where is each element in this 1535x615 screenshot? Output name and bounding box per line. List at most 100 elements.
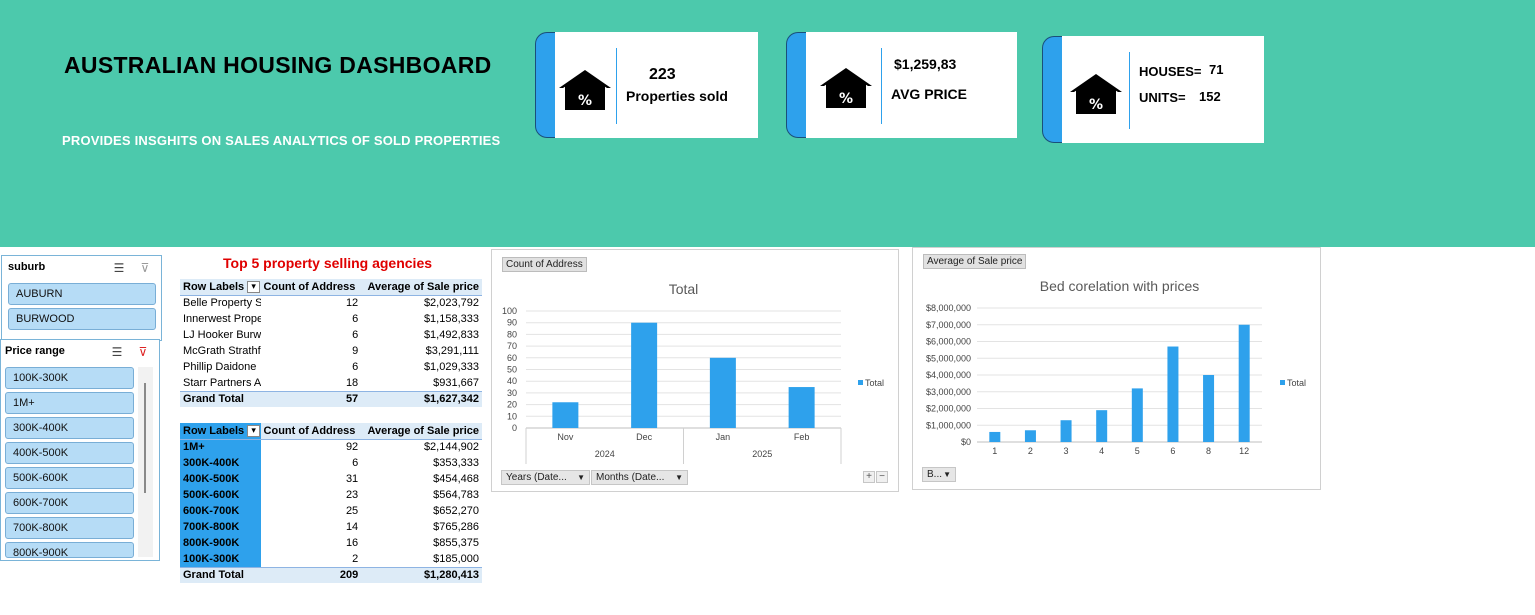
- slicer-item[interactable]: 100K-300K: [5, 367, 134, 389]
- collapse-field-button[interactable]: −: [876, 471, 888, 483]
- dashboard-title: AUSTRALIAN HOUSING DASHBOARD: [64, 52, 492, 78]
- table-row: LJ Hooker Burwc 6 $1,492,833: [183, 329, 479, 341]
- slicer-item[interactable]: 300K-400K: [5, 417, 134, 439]
- chevron-down-icon: ▼: [577, 473, 585, 482]
- chart-field-button[interactable]: Count of Address: [502, 257, 587, 272]
- years-date-dropdown[interactable]: Years (Date... ▼: [501, 470, 590, 485]
- table-row: Phillip Daidone 6 $1,029,333: [183, 361, 479, 373]
- y-tick-label: 100: [502, 306, 517, 316]
- column-header: Row Labels: [183, 424, 245, 437]
- y-tick-label: 60: [507, 353, 517, 363]
- slicer-item-burwood[interactable]: BURWOOD: [8, 308, 156, 330]
- kpi-units-value: 152: [1199, 89, 1221, 104]
- table-row: 1M+ 92 $2,144,902: [180, 439, 482, 455]
- x-group-label: 2024: [595, 449, 615, 459]
- bar: [1238, 324, 1250, 442]
- y-tick-label: $6,000,000: [926, 337, 971, 347]
- bar: [989, 431, 1001, 442]
- kpi-sold-value: 223: [649, 66, 676, 83]
- x-tick-label: Nov: [557, 432, 574, 442]
- kpi-divider: [881, 48, 882, 124]
- slicer-item[interactable]: 400K-500K: [5, 442, 134, 464]
- multi-select-icon[interactable]: ☰: [111, 345, 123, 359]
- clear-filter-icon[interactable]: ⊽: [138, 345, 148, 359]
- y-tick-label: $1,000,000: [926, 420, 971, 430]
- y-tick-label: $2,000,000: [926, 404, 971, 414]
- slicer-item-auburn[interactable]: AUBURN: [8, 283, 156, 305]
- svg-text:%: %: [1089, 97, 1103, 113]
- suburb-slicer: suburb ☰ ⊽ AUBURN BURWOOD: [1, 255, 162, 341]
- table-row: 400K-500K 31 $454,468: [180, 471, 482, 487]
- price-range-slicer: Price range ☰ ⊽ 100K-300K 1M+ 300K-400K …: [0, 339, 160, 561]
- y-tick-label: $8,000,000: [926, 303, 971, 313]
- multi-select-icon[interactable]: ☰: [113, 261, 125, 275]
- grand-total-row: Grand Total 209 $1,280,413: [180, 566, 482, 583]
- price-range-pivot-table: Row Labels ▾ Count of Address Average of …: [180, 423, 482, 583]
- clear-filter-icon[interactable]: ⊽: [140, 261, 150, 275]
- house-percent-icon: %: [1070, 74, 1122, 114]
- column-header: Count of Address: [260, 423, 362, 440]
- slicer-item[interactable]: 600K-700K: [5, 492, 134, 514]
- bar: [1167, 346, 1179, 442]
- table-row: 600K-700K 25 $652,270: [180, 503, 482, 519]
- address-count-chart-panel: Count of Address Total 0 10 20 30 40 50 60 70 80 9…: [491, 249, 899, 492]
- y-tick-label: 80: [507, 329, 517, 339]
- kpi-avg-label: AVG PRICE: [891, 86, 967, 102]
- y-tick-label: 50: [507, 365, 517, 375]
- chevron-down-icon: ▼: [675, 473, 683, 482]
- filter-dropdown-icon[interactable]: ▾: [247, 280, 261, 293]
- agencies-pivot-table: Row Labels ▾ Count of Address Average of …: [180, 279, 482, 407]
- x-tick-label: 6: [1170, 446, 1175, 456]
- bedrooms-dropdown[interactable]: B... ▼: [922, 467, 956, 482]
- slicer-item[interactable]: 500K-600K: [5, 467, 134, 489]
- slicer-scrollbar[interactable]: [138, 367, 153, 557]
- bar: [1131, 388, 1143, 442]
- bar: [1203, 375, 1215, 442]
- x-tick-label: 8: [1206, 446, 1211, 456]
- bar: [709, 357, 736, 428]
- dashboard-subtitle: PROVIDES INSGHITS ON SALES ANALYTICS OF …: [62, 133, 501, 148]
- column-header: Count of Address: [260, 279, 362, 296]
- x-tick-label: Dec: [636, 432, 653, 442]
- kpi-property-types: % HOUSES= 71 UNITS= 152: [1042, 36, 1264, 143]
- slicer-item[interactable]: 700K-800K: [5, 517, 134, 539]
- chart-field-button[interactable]: Average of Sale price: [923, 254, 1027, 269]
- y-tick-label: $5,000,000: [926, 353, 971, 363]
- y-tick-label: 0: [512, 423, 517, 433]
- table-row: Innerwest Prope 6 $1,158,333: [183, 313, 479, 325]
- table-row: 300K-400K 6 $353,333: [180, 455, 482, 471]
- table-row: McGrath Strathfi 9 $3,291,111: [183, 345, 479, 357]
- legend-label: Total: [1287, 378, 1306, 388]
- slicer-title: Price range: [5, 345, 65, 357]
- svg-text:%: %: [578, 93, 592, 109]
- header-banner: AUSTRALIAN HOUSING DASHBOARD PROVIDES IN…: [0, 0, 1535, 247]
- y-tick-label: 30: [507, 388, 517, 398]
- legend-swatch: [858, 380, 863, 385]
- slicer-item[interactable]: 1M+: [5, 392, 134, 414]
- slicer-item[interactable]: 800K-900K: [5, 542, 134, 558]
- y-tick-label: $7,000,000: [926, 320, 971, 330]
- x-tick-label: 2: [1028, 446, 1033, 456]
- x-tick-label: Jan: [716, 432, 731, 442]
- bar: [1024, 430, 1036, 442]
- bar: [1096, 410, 1108, 442]
- column-header: Average of Sale price: [361, 423, 482, 440]
- x-tick-label: 12: [1239, 446, 1249, 456]
- grand-total-row: Grand Total 57 $1,627,342: [180, 390, 482, 407]
- y-tick-label: 90: [507, 318, 517, 328]
- table-row: 700K-800K 14 $765,286: [180, 519, 482, 535]
- chart-title: Bed corelation with prices: [1040, 278, 1200, 294]
- agencies-title: Top 5 property selling agencies: [223, 255, 433, 271]
- expand-field-button[interactable]: +: [863, 471, 875, 483]
- bed-price-chart-panel: Average of Sale price Bed corelation wit…: [912, 247, 1321, 490]
- months-date-dropdown[interactable]: Months (Date... ▼: [591, 470, 688, 485]
- bar: [788, 387, 815, 428]
- x-group-label: 2025: [752, 449, 772, 459]
- column-header: Average of Sale price: [361, 279, 482, 296]
- y-tick-label: $0: [961, 437, 971, 447]
- svg-text:%: %: [839, 91, 853, 107]
- x-tick-label: Feb: [794, 432, 810, 442]
- scrollbar-thumb[interactable]: [144, 383, 146, 493]
- filter-dropdown-icon[interactable]: ▾: [247, 424, 261, 437]
